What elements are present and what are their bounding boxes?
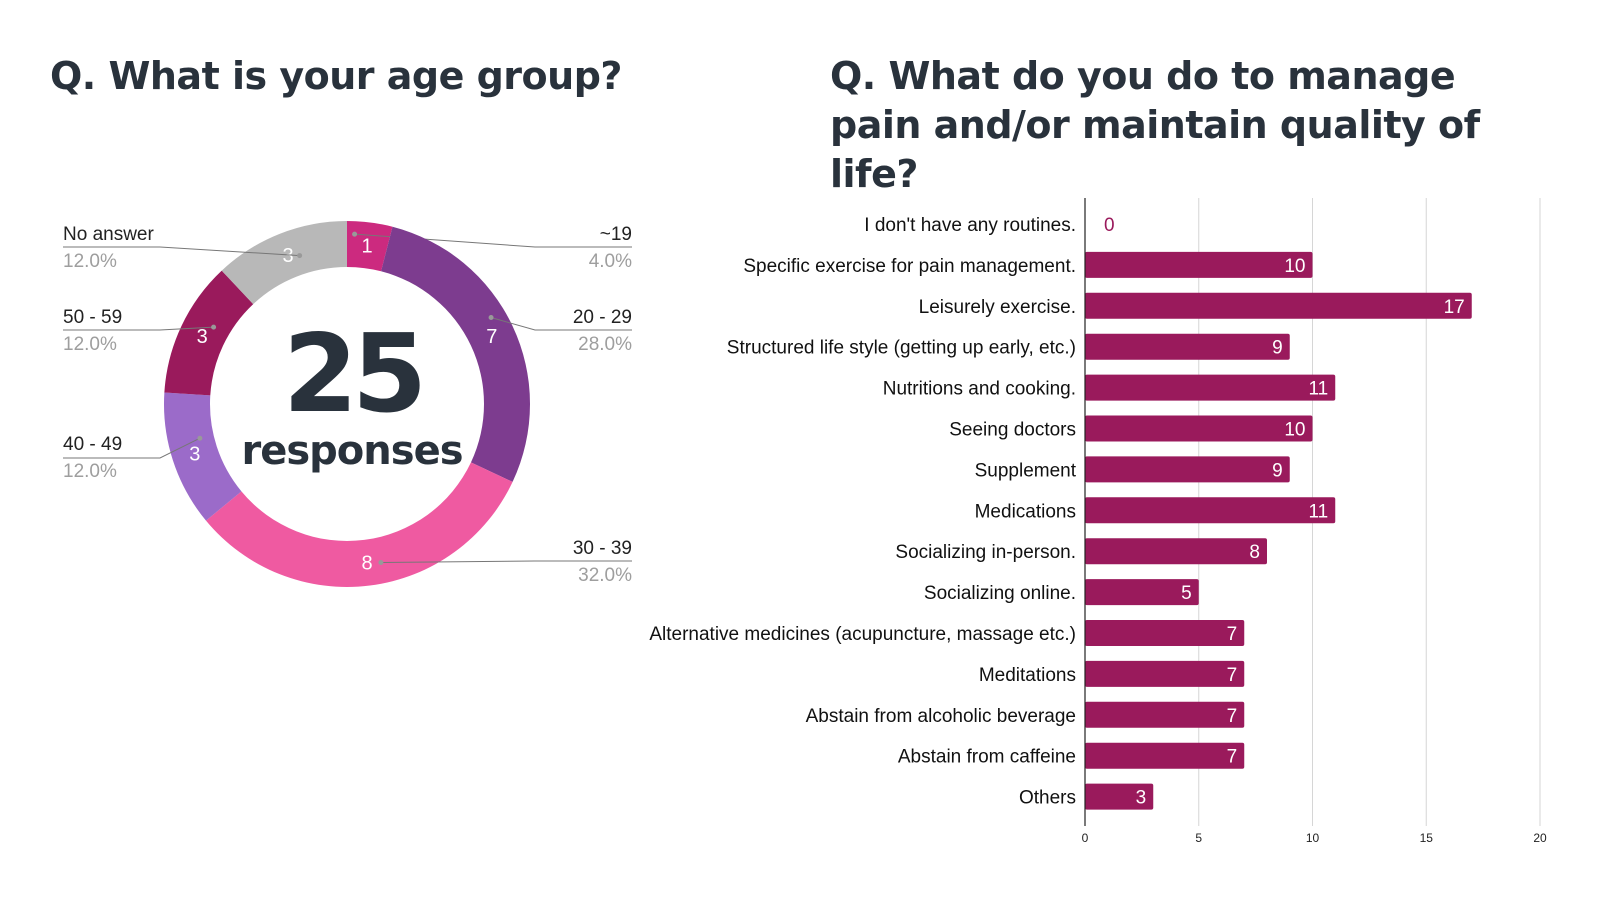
donut-center: 25 responses	[242, 312, 464, 474]
bar-value-label: 8	[1249, 542, 1260, 563]
bar-value-label: 7	[1227, 665, 1238, 686]
donut-slice-value: 7	[486, 326, 497, 348]
donut-slice-19	[347, 221, 393, 272]
category-label: Alternative medicines (acupuncture, mass…	[649, 624, 1076, 645]
category-label: Others	[1019, 788, 1076, 809]
bar-value-label: 9	[1272, 460, 1283, 481]
donut-slice-value: 3	[283, 245, 294, 267]
leader-dot	[297, 253, 303, 259]
category-label: I don't have any routines.	[864, 215, 1076, 236]
category-label: Socializing in-person.	[895, 542, 1076, 563]
leader-line	[490, 317, 632, 331]
age-donut-chart: 1 ~19 4.0% 7 20 - 29 28.0% 8 30 - 39 32.0% 3 40 - …	[63, 221, 632, 588]
bar-value-label: 17	[1444, 297, 1465, 318]
category-label: Seeing doctors	[949, 420, 1076, 441]
bar	[1085, 292, 1472, 319]
legend-percent-40-49: 12.0%	[63, 461, 117, 482]
category-label: Supplement	[975, 460, 1077, 481]
donut-slice-value: 3	[197, 326, 208, 348]
legend-label-30-39: 30 - 39	[573, 538, 632, 559]
legend-label-19: ~19	[600, 224, 632, 245]
bar-value-label: 3	[1136, 788, 1147, 809]
legend-percent-20-29: 28.0%	[578, 334, 632, 355]
leader-dot	[352, 231, 358, 237]
bar-value-label: 9	[1272, 338, 1283, 359]
category-label: Socializing online.	[924, 583, 1076, 604]
bar	[1085, 783, 1154, 810]
responses-label: responses	[242, 428, 463, 474]
bar-value-label: 5	[1181, 583, 1192, 604]
bar-value-label: 11	[1309, 501, 1329, 522]
category-label: Structured life style (getting up early,…	[727, 338, 1076, 359]
leader-line	[63, 326, 214, 331]
bar	[1085, 374, 1336, 401]
bar	[1085, 251, 1313, 278]
bar-value-label: 7	[1227, 706, 1238, 727]
pain-bar-chart: 0 5 10 15 20 I don't have any routines. 0 Speci…	[649, 198, 1547, 845]
category-label: Nutritions and cooking.	[883, 379, 1076, 400]
bar	[1085, 333, 1290, 360]
donut-slice-no-answer	[221, 221, 347, 305]
donut-slice-30-39	[205, 462, 513, 588]
bar-value-label: 7	[1227, 747, 1238, 768]
bar	[1085, 742, 1245, 769]
legend-label-20-29: 20 - 29	[573, 307, 632, 328]
legend-label-40-49: 40 - 49	[63, 434, 122, 455]
pain-chart-title: Q. What do you do to manage pain and/or …	[830, 54, 1480, 196]
donut-slice-value: 8	[361, 553, 372, 575]
bar-value-label: 10	[1284, 420, 1305, 441]
leader-line	[63, 437, 201, 459]
age-chart-title: Q. What is your age group?	[50, 54, 622, 98]
donut-slice-20-29	[381, 226, 530, 482]
x-tick-label: 0	[1082, 831, 1089, 845]
legend-label-no-answer: No answer	[63, 224, 154, 245]
bar	[1085, 579, 1199, 606]
bar	[1085, 415, 1313, 442]
x-tick-label: 15	[1420, 831, 1434, 845]
bar-value-label: 11	[1309, 379, 1329, 400]
category-label: Medications	[975, 501, 1076, 522]
bar-value-label: 0	[1104, 215, 1115, 236]
bar	[1085, 660, 1245, 687]
leader-line	[63, 246, 300, 257]
legend-percent-50-59: 12.0%	[63, 334, 117, 355]
legend-label-50-59: 50 - 59	[63, 307, 122, 328]
category-label: Abstain from caffeine	[898, 747, 1076, 768]
legend-percent-no-answer: 12.0%	[63, 251, 117, 272]
bar	[1085, 701, 1245, 728]
leader-dot	[378, 560, 384, 566]
donut-slice-value: 3	[189, 443, 200, 465]
category-label: Meditations	[979, 665, 1076, 686]
responses-count: 25	[283, 312, 421, 437]
bar	[1085, 456, 1290, 483]
category-label: Leisurely exercise.	[919, 297, 1076, 318]
leader-line	[380, 560, 632, 564]
x-tick-label: 20	[1533, 831, 1547, 845]
x-tick-label: 5	[1195, 831, 1202, 845]
leader-dot	[211, 324, 217, 330]
bar-value-label: 7	[1227, 624, 1238, 645]
bar	[1085, 497, 1336, 524]
x-tick-label: 10	[1306, 831, 1320, 845]
legend-percent-30-39: 32.0%	[578, 565, 632, 586]
donut-slice-value: 1	[361, 235, 372, 257]
category-label: Abstain from alcoholic beverage	[806, 706, 1076, 727]
bar	[1085, 620, 1245, 646]
bar	[1085, 538, 1267, 565]
donut-slice-40-49	[164, 392, 242, 521]
donut-slice-50-59	[164, 270, 254, 396]
leader-dot	[197, 435, 203, 441]
category-label: Specific exercise for pain management.	[743, 256, 1076, 277]
bar-value-label: 10	[1284, 256, 1305, 277]
legend-percent-19: 4.0%	[589, 251, 632, 272]
leader-dot	[488, 315, 494, 321]
